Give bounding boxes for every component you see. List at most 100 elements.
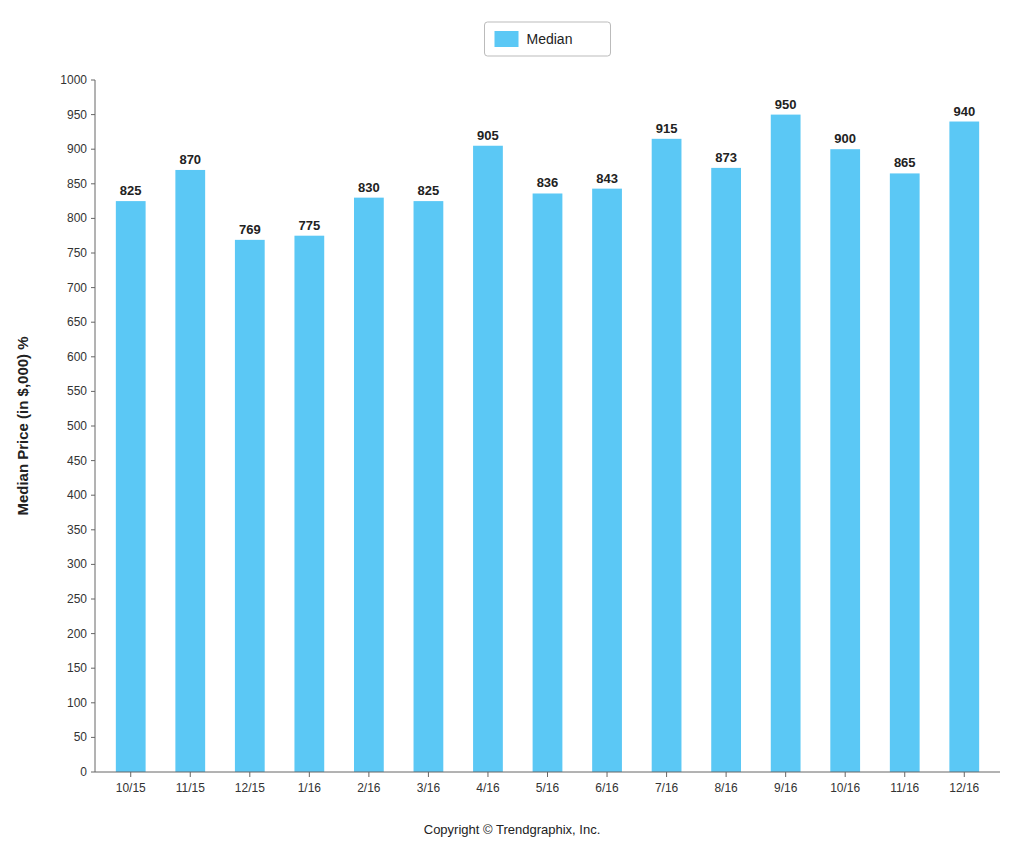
y-tick-label: 150 bbox=[67, 661, 87, 675]
data-label: 870 bbox=[179, 152, 201, 167]
y-tick-label: 700 bbox=[67, 281, 87, 295]
bar bbox=[830, 149, 860, 772]
data-label: 865 bbox=[894, 155, 916, 170]
x-tick bbox=[547, 772, 548, 777]
x-tick bbox=[964, 772, 965, 777]
y-tick bbox=[91, 183, 95, 184]
x-tick-label: 9/16 bbox=[774, 781, 798, 795]
x-tick-label: 6/16 bbox=[595, 781, 619, 795]
y-tick-label: 600 bbox=[67, 350, 87, 364]
x-tick bbox=[309, 772, 310, 777]
x-tick-label: 8/16 bbox=[714, 781, 738, 795]
y-tick-label: 0 bbox=[80, 765, 87, 779]
x-tick bbox=[607, 772, 608, 777]
y-tick-label: 350 bbox=[67, 523, 87, 537]
y-tick bbox=[91, 253, 95, 254]
y-tick-label: 500 bbox=[67, 419, 87, 433]
y-tick-label: 950 bbox=[67, 108, 87, 122]
x-tick-label: 11/16 bbox=[890, 781, 919, 795]
x-tick-label: 10/15 bbox=[116, 781, 146, 795]
y-tick bbox=[91, 668, 95, 669]
y-tick bbox=[91, 114, 95, 115]
y-tick-label: 450 bbox=[67, 454, 87, 468]
y-tick bbox=[91, 737, 95, 738]
y-tick bbox=[91, 149, 95, 150]
y-tick bbox=[91, 529, 95, 530]
bar bbox=[711, 168, 741, 772]
bar bbox=[890, 173, 920, 772]
data-label: 940 bbox=[953, 104, 975, 119]
y-tick-label: 50 bbox=[74, 730, 88, 744]
x-tick bbox=[845, 772, 846, 777]
y-tick bbox=[91, 633, 95, 634]
bar bbox=[175, 170, 205, 772]
x-tick bbox=[190, 772, 191, 777]
y-tick bbox=[91, 772, 95, 773]
chart-container: 8258707697758308259058368439158739509008… bbox=[0, 0, 1024, 852]
y-tick bbox=[91, 564, 95, 565]
data-label: 830 bbox=[358, 180, 380, 195]
bar bbox=[473, 146, 503, 772]
y-tick bbox=[91, 356, 95, 357]
bar bbox=[354, 198, 384, 772]
y-tick bbox=[91, 322, 95, 323]
x-tick bbox=[368, 772, 369, 777]
annotation: Copyright © Trendgraphix, Inc. bbox=[424, 822, 601, 837]
data-label: 836 bbox=[537, 175, 559, 190]
y-tick bbox=[91, 391, 95, 392]
x-tick bbox=[130, 772, 131, 777]
bar bbox=[949, 122, 979, 772]
chart-svg: 8258707697758308259058368439158739509008… bbox=[0, 0, 1024, 852]
y-tick bbox=[91, 599, 95, 600]
y-tick-label: 300 bbox=[67, 557, 87, 571]
legend: Median bbox=[485, 22, 611, 56]
x-tick bbox=[666, 772, 667, 777]
data-label: 775 bbox=[298, 218, 320, 233]
y-tick-label: 550 bbox=[67, 384, 87, 398]
y-tick-label: 1000 bbox=[60, 73, 87, 87]
y-tick-label: 100 bbox=[67, 696, 87, 710]
y-tick-label: 900 bbox=[67, 142, 87, 156]
y-tick bbox=[91, 426, 95, 427]
bar bbox=[652, 139, 682, 772]
x-tick bbox=[487, 772, 488, 777]
y-tick-label: 750 bbox=[67, 246, 87, 260]
legend-box bbox=[485, 22, 611, 56]
legend-label: Median bbox=[527, 31, 573, 47]
bar bbox=[771, 115, 801, 772]
x-tick-label: 3/16 bbox=[417, 781, 441, 795]
data-label: 900 bbox=[834, 131, 856, 146]
data-label: 769 bbox=[239, 222, 261, 237]
data-label: 843 bbox=[596, 171, 618, 186]
bar bbox=[592, 189, 622, 772]
bar bbox=[533, 193, 563, 772]
legend-swatch bbox=[495, 31, 519, 47]
data-label: 950 bbox=[775, 97, 797, 112]
x-tick-label: 4/16 bbox=[476, 781, 500, 795]
bars bbox=[116, 115, 979, 772]
y-tick-label: 400 bbox=[67, 488, 87, 502]
x-tick-label: 2/16 bbox=[357, 781, 381, 795]
bar bbox=[294, 236, 324, 772]
data-label: 825 bbox=[418, 183, 440, 198]
data-label: 915 bbox=[656, 121, 678, 136]
data-label: 905 bbox=[477, 128, 499, 143]
y-tick bbox=[91, 702, 95, 703]
x-tick bbox=[785, 772, 786, 777]
x-tick-label: 11/15 bbox=[176, 781, 205, 795]
bar bbox=[414, 201, 444, 772]
x-tick-label: 12/15 bbox=[235, 781, 265, 795]
y-tick-label: 650 bbox=[67, 315, 87, 329]
x-tick-label: 10/16 bbox=[830, 781, 860, 795]
y-tick bbox=[91, 80, 95, 81]
y-tick-label: 200 bbox=[67, 627, 87, 641]
bar bbox=[235, 240, 265, 772]
y-tick bbox=[91, 287, 95, 288]
x-tick bbox=[726, 772, 727, 777]
y-tick bbox=[91, 495, 95, 496]
y-tick bbox=[91, 218, 95, 219]
y-tick-label: 850 bbox=[67, 177, 87, 191]
x-tick-label: 12/16 bbox=[949, 781, 979, 795]
x-tick-label: 7/16 bbox=[655, 781, 679, 795]
x-tick-label: 5/16 bbox=[536, 781, 560, 795]
